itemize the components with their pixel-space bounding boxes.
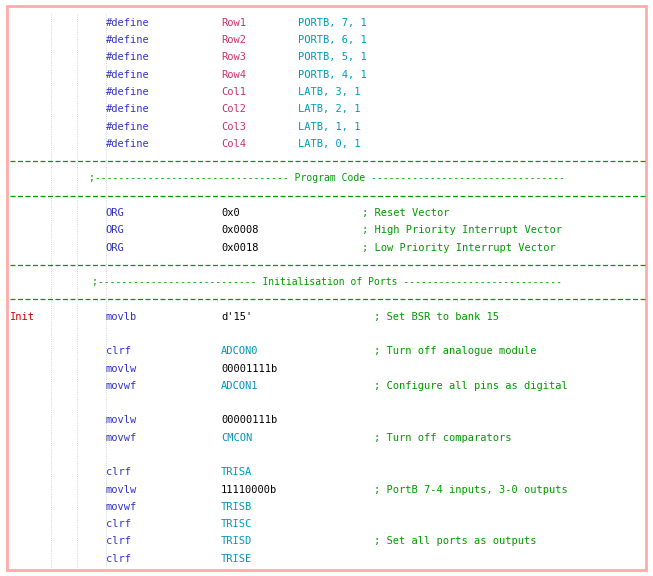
Text: ORG: ORG <box>106 242 125 253</box>
Text: clrf: clrf <box>106 467 131 478</box>
Text: TRISD: TRISD <box>221 536 252 547</box>
Text: 0x0008: 0x0008 <box>221 225 259 236</box>
Text: LATB, 1, 1: LATB, 1, 1 <box>298 122 360 131</box>
Text: ; High Priority Interrupt Vector: ; High Priority Interrupt Vector <box>362 225 562 236</box>
Text: Row2: Row2 <box>221 35 246 45</box>
Text: movlw: movlw <box>106 363 137 374</box>
Text: ; Configure all pins as digital: ; Configure all pins as digital <box>375 381 568 391</box>
Text: Row4: Row4 <box>221 70 246 79</box>
Text: #define: #define <box>106 18 150 28</box>
Text: #define: #define <box>106 87 150 97</box>
Text: 0x0018: 0x0018 <box>221 242 259 253</box>
Text: clrf: clrf <box>106 536 131 547</box>
Text: CMCON: CMCON <box>221 433 252 443</box>
Text: LATB, 2, 1: LATB, 2, 1 <box>298 104 360 114</box>
Text: Col3: Col3 <box>221 122 246 131</box>
Text: clrf: clrf <box>106 519 131 529</box>
Text: ORG: ORG <box>106 225 125 236</box>
Text: clrf: clrf <box>106 554 131 564</box>
Text: Col1: Col1 <box>221 87 246 97</box>
Text: ; Set BSR to bank 15: ; Set BSR to bank 15 <box>375 312 500 322</box>
Text: 11110000b: 11110000b <box>221 484 277 495</box>
Text: ; Turn off comparators: ; Turn off comparators <box>375 433 512 443</box>
Text: PORTB, 6, 1: PORTB, 6, 1 <box>298 35 366 45</box>
Text: TRISB: TRISB <box>221 502 252 512</box>
Text: movlb: movlb <box>106 312 137 322</box>
Text: ;--------------------------- Initialisation of Ports ---------------------------: ;--------------------------- Initialisat… <box>91 277 562 287</box>
Text: TRISC: TRISC <box>221 519 252 529</box>
Text: movwf: movwf <box>106 502 137 512</box>
Text: LATB, 3, 1: LATB, 3, 1 <box>298 87 360 97</box>
Text: clrf: clrf <box>106 346 131 357</box>
Text: ; Set all ports as outputs: ; Set all ports as outputs <box>375 536 537 547</box>
Text: #define: #define <box>106 139 150 149</box>
Text: ; Reset Vector: ; Reset Vector <box>362 208 449 218</box>
Text: TRISE: TRISE <box>221 554 252 564</box>
Text: ADCON1: ADCON1 <box>221 381 259 391</box>
Text: Row1: Row1 <box>221 18 246 28</box>
Text: Col4: Col4 <box>221 139 246 149</box>
Text: movwf: movwf <box>106 433 137 443</box>
Text: #define: #define <box>106 35 150 45</box>
Text: 00001111b: 00001111b <box>221 363 277 374</box>
Text: #define: #define <box>106 70 150 79</box>
Text: LATB, 0, 1: LATB, 0, 1 <box>298 139 360 149</box>
Text: d'15': d'15' <box>221 312 252 322</box>
Text: #define: #define <box>106 52 150 62</box>
Text: Init: Init <box>10 312 35 322</box>
Text: movlw: movlw <box>106 484 137 495</box>
Text: movlw: movlw <box>106 415 137 426</box>
Text: movwf: movwf <box>106 381 137 391</box>
Text: ; Turn off analogue module: ; Turn off analogue module <box>375 346 537 357</box>
Text: ;--------------------------------- Program Code --------------------------------: ;--------------------------------- Progr… <box>89 173 564 183</box>
Text: Row3: Row3 <box>221 52 246 62</box>
Text: 00000111b: 00000111b <box>221 415 277 426</box>
Text: 0x0: 0x0 <box>221 208 240 218</box>
Text: #define: #define <box>106 104 150 114</box>
Text: PORTB, 4, 1: PORTB, 4, 1 <box>298 70 366 79</box>
Text: PORTB, 7, 1: PORTB, 7, 1 <box>298 18 366 28</box>
Text: ; PortB 7-4 inputs, 3-0 outputs: ; PortB 7-4 inputs, 3-0 outputs <box>375 484 568 495</box>
Text: ADCON0: ADCON0 <box>221 346 259 357</box>
Text: ORG: ORG <box>106 208 125 218</box>
Text: PORTB, 5, 1: PORTB, 5, 1 <box>298 52 366 62</box>
Text: Col2: Col2 <box>221 104 246 114</box>
Text: TRISA: TRISA <box>221 467 252 478</box>
Text: ; Low Priority Interrupt Vector: ; Low Priority Interrupt Vector <box>362 242 556 253</box>
Text: #define: #define <box>106 122 150 131</box>
